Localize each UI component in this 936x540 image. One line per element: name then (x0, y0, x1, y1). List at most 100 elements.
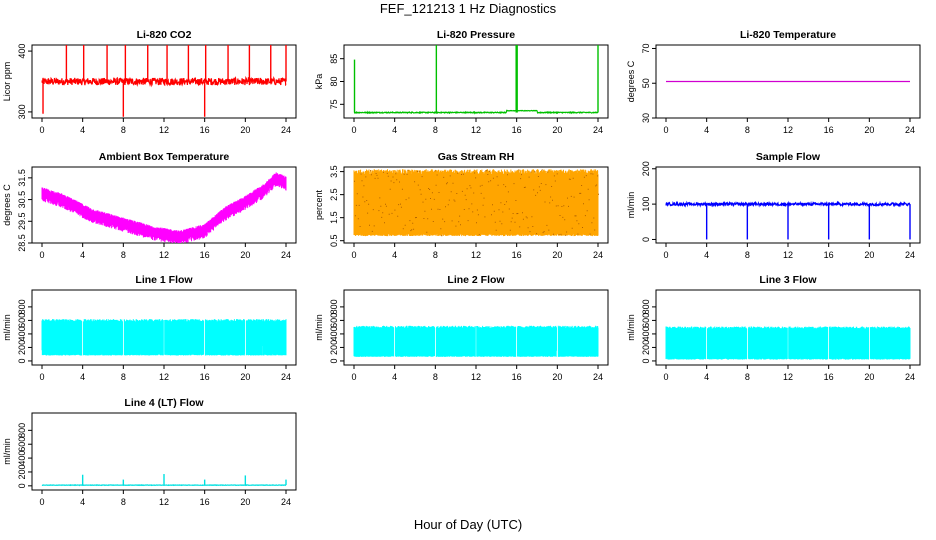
y-axis-label: kPa (314, 74, 324, 90)
x-tick-label: 20 (240, 497, 250, 507)
y-tick-label: 200 (17, 464, 27, 479)
x-tick-label: 16 (200, 372, 210, 382)
y-tick-label: 100 (641, 197, 651, 212)
panel-title: Gas Stream RH (438, 151, 514, 163)
y-tick-label: 400 (17, 326, 27, 341)
x-tick-label: 24 (281, 497, 291, 507)
x-tick-label: 8 (745, 372, 750, 382)
y-tick-label: 200 (329, 340, 339, 355)
x-tick-label: 24 (905, 372, 915, 382)
x-tick-label: 4 (392, 250, 397, 260)
x-tick-label: 20 (240, 250, 250, 260)
y-tick-label: 0 (329, 358, 339, 363)
x-tick-label: 12 (471, 372, 481, 382)
x-tick-label: 0 (663, 125, 668, 135)
x-tick-label: 12 (159, 372, 169, 382)
x-tick-label: 24 (905, 250, 915, 260)
y-tick-label: 600 (17, 313, 27, 328)
panel-title: Line 3 Flow (759, 274, 817, 286)
y-tick-label: 0 (641, 358, 651, 363)
panel-frame (343, 44, 609, 119)
x-tick-label: 16 (512, 125, 522, 135)
x-tick-label: 8 (433, 372, 438, 382)
y-tick-label: 31.5 (17, 169, 27, 187)
y-axis-label: ml/min (626, 192, 636, 219)
series-band (353, 169, 599, 237)
x-tick-label: 24 (281, 125, 291, 135)
y-tick-label: 800 (329, 299, 339, 314)
y-tick-label: 200 (641, 161, 651, 176)
y-axis-label: degrees C (2, 184, 12, 226)
x-tick-label: 12 (783, 125, 793, 135)
y-tick-label: 75 (329, 99, 339, 109)
x-tick-label: 0 (39, 497, 44, 507)
y-tick-label: 70 (641, 43, 651, 53)
x-tick-label: 8 (121, 497, 126, 507)
y-axis-label: Licor ppm (2, 62, 12, 102)
x-tick-label: 20 (552, 372, 562, 382)
x-tick-label: 16 (512, 250, 522, 260)
x-tick-label: 8 (121, 250, 126, 260)
y-tick-label: 3.5 (329, 165, 339, 178)
x-tick-label: 8 (745, 125, 750, 135)
x-tick-label: 20 (552, 125, 562, 135)
y-tick-label: 30 (641, 113, 651, 123)
y-tick-label: 0 (17, 483, 27, 488)
x-tick-label: 16 (824, 125, 834, 135)
y-tick-label: 80 (329, 76, 339, 86)
panel-title: Line 4 (LT) Flow (124, 397, 204, 409)
y-tick-label: 600 (17, 437, 27, 452)
panel-title: Ambient Box Temperature (99, 151, 230, 163)
x-tick-label: 0 (39, 250, 44, 260)
x-tick-label: 20 (864, 250, 874, 260)
y-tick-label: 400 (641, 326, 651, 341)
y-axis-label: percent (314, 189, 324, 220)
y-tick-label: 800 (17, 423, 27, 438)
x-tick-label: 24 (593, 250, 603, 260)
x-tick-label: 12 (159, 125, 169, 135)
panel-title: Li-820 Pressure (437, 29, 515, 41)
page-title: FEF_121213 1 Hz Diagnostics (379, 1, 557, 16)
x-tick-label: 12 (471, 250, 481, 260)
x-tick-label: 0 (351, 250, 356, 260)
series-line (353, 109, 599, 115)
y-tick-label: 0.5 (329, 234, 339, 247)
x-tick-label: 12 (471, 125, 481, 135)
y-axis-label: ml/min (2, 438, 12, 465)
x-tick-label: 4 (80, 497, 85, 507)
y-axis-label: degrees C (626, 60, 636, 102)
y-tick-label: 200 (641, 340, 651, 355)
x-tick-label: 16 (824, 250, 834, 260)
y-tick-label: 30.5 (17, 191, 27, 209)
y-tick-label: 600 (641, 313, 651, 328)
x-tick-label: 16 (200, 250, 210, 260)
x-tick-label: 0 (39, 372, 44, 382)
x-axis-caption: Hour of Day (UTC) (413, 517, 523, 532)
x-tick-label: 24 (905, 125, 915, 135)
panel-title: Sample Flow (756, 151, 821, 163)
y-axis-label: ml/min (314, 314, 324, 341)
x-tick-label: 20 (864, 125, 874, 135)
y-axis-label: ml/min (2, 314, 12, 341)
x-tick-label: 12 (159, 250, 169, 260)
y-tick-label: 400 (17, 44, 27, 59)
x-tick-label: 0 (351, 372, 356, 382)
series-band (665, 326, 911, 360)
x-tick-label: 4 (704, 250, 709, 260)
y-tick-label: 600 (329, 313, 339, 328)
x-tick-label: 0 (351, 125, 356, 135)
y-tick-label: 800 (641, 299, 651, 314)
x-tick-label: 4 (392, 125, 397, 135)
x-tick-label: 12 (159, 497, 169, 507)
y-axis-label: ml/min (626, 314, 636, 341)
x-tick-label: 16 (824, 372, 834, 382)
y-tick-label: 0 (17, 358, 27, 363)
y-tick-label: 29.5 (17, 213, 27, 231)
x-tick-label: 24 (593, 125, 603, 135)
x-tick-label: 8 (745, 250, 750, 260)
panel-title: Line 2 Flow (447, 274, 505, 286)
series-band (41, 319, 287, 356)
y-tick-label: 200 (17, 340, 27, 355)
x-tick-label: 0 (39, 125, 44, 135)
